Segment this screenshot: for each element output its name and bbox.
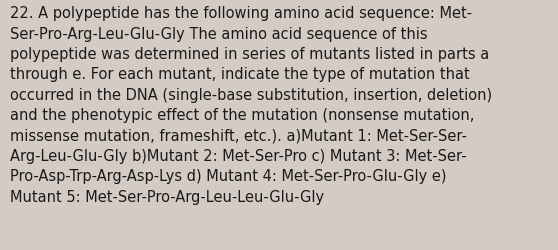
Text: 22. A polypeptide has the following amino acid sequence: Met-
Ser-Pro-Arg-Leu-Gl: 22. A polypeptide has the following amin… [10,6,492,204]
